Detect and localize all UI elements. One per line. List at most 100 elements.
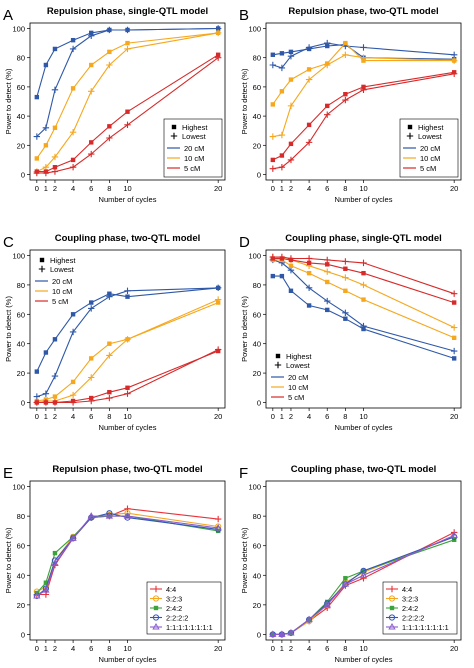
legend-marker [407, 124, 413, 130]
legend-label: Highest [418, 123, 444, 132]
series-line [272, 256, 455, 328]
data-point [105, 512, 114, 519]
data-point [343, 288, 348, 293]
data-point [214, 54, 222, 61]
legend-label: Lowest [418, 132, 443, 141]
data-point [341, 580, 350, 587]
legend-label: 20 cM [184, 144, 204, 153]
data-point [89, 140, 94, 145]
legend-label: 3:2:3 [166, 595, 182, 604]
series-1-1-1-1-1-1-1-1 [269, 531, 458, 637]
data-point [106, 293, 113, 300]
y-axis-label: Power to detect (%) [240, 296, 249, 362]
legend-label: 1:1:1:1:1:1:1:1 [402, 623, 449, 632]
legend-marker [152, 614, 160, 621]
data-point [305, 44, 313, 51]
data-point [42, 586, 50, 593]
data-point [214, 29, 222, 37]
legend-label: 2:2:2:2 [166, 614, 188, 623]
data-point [287, 156, 295, 164]
x-tick-label: 20 [450, 412, 458, 421]
series-line [36, 515, 219, 594]
legend-label: 5 cM [184, 164, 200, 173]
data-point [34, 369, 40, 374]
data-point [287, 267, 295, 274]
data-point [52, 394, 58, 399]
x-tick-label: 10 [123, 412, 131, 421]
data-point [125, 385, 130, 390]
data-point [287, 255, 295, 262]
data-point [124, 390, 131, 397]
y-tick-label: 20 [17, 369, 25, 378]
series-line [36, 32, 219, 159]
x-tick-label: 6 [89, 184, 93, 193]
data-point [70, 86, 76, 91]
data-point [288, 141, 294, 147]
data-point [107, 389, 112, 395]
data-point [306, 122, 312, 128]
data-point [51, 399, 59, 406]
data-point [305, 284, 313, 292]
x-tick-label: 2 [289, 184, 293, 193]
data-point [450, 324, 458, 331]
data-point [269, 253, 277, 261]
data-point [34, 156, 40, 161]
legend-marker [152, 622, 160, 630]
series-line [36, 515, 219, 597]
data-point [270, 52, 276, 57]
data-point [450, 51, 458, 58]
legend-label: Lowest [286, 361, 311, 370]
data-point [70, 37, 76, 43]
y-tick-label: 60 [17, 83, 25, 92]
data-point [69, 534, 77, 541]
data-point [342, 274, 349, 281]
y-tick-label: 80 [253, 54, 261, 63]
data-point [89, 356, 94, 361]
legend-label: 5 cM [288, 393, 304, 402]
series-line [36, 287, 219, 398]
x-tick-label: 2 [289, 644, 293, 653]
legend-marker [388, 614, 396, 621]
y-tick-label: 40 [253, 571, 261, 580]
x-tick-label: 1 [44, 412, 48, 421]
legend-label: 20 cM [52, 277, 72, 286]
y-tick-label: 20 [253, 369, 261, 378]
panel-d: D Coupling phase, single-QTL model0204060… [239, 233, 462, 432]
data-point [51, 153, 59, 161]
x-tick-label: 0 [35, 184, 39, 193]
data-point [279, 153, 285, 158]
legend-marker [153, 605, 159, 611]
y-tick-label: 0 [21, 171, 25, 180]
series-line [272, 275, 455, 359]
data-point [324, 600, 331, 607]
data-point [33, 591, 41, 599]
legend-label: 10 cM [288, 383, 308, 392]
y-tick-label: 80 [253, 281, 261, 290]
x-tick-label: 4 [71, 644, 75, 653]
data-point [450, 290, 458, 297]
data-point [324, 111, 331, 118]
data-point [52, 125, 58, 130]
data-point [42, 585, 49, 592]
data-point [69, 45, 77, 53]
data-point [214, 523, 222, 531]
data-point [270, 157, 276, 163]
data-point [43, 350, 49, 355]
x-tick-label: 0 [35, 644, 39, 653]
data-point [342, 258, 349, 265]
data-point [88, 305, 95, 312]
legend-label: Highest [50, 256, 76, 265]
series-line [36, 32, 219, 173]
x-axis-label: Number of cycles [99, 195, 157, 204]
data-point [450, 57, 458, 64]
data-point [343, 91, 348, 97]
series-5-cm-lowest [269, 253, 458, 297]
y-tick-label: 0 [257, 398, 261, 407]
data-point [123, 512, 132, 519]
legend-label: 10 cM [52, 287, 72, 296]
data-point [343, 576, 348, 581]
series-line [272, 73, 455, 170]
x-tick-label: 4 [307, 184, 311, 193]
